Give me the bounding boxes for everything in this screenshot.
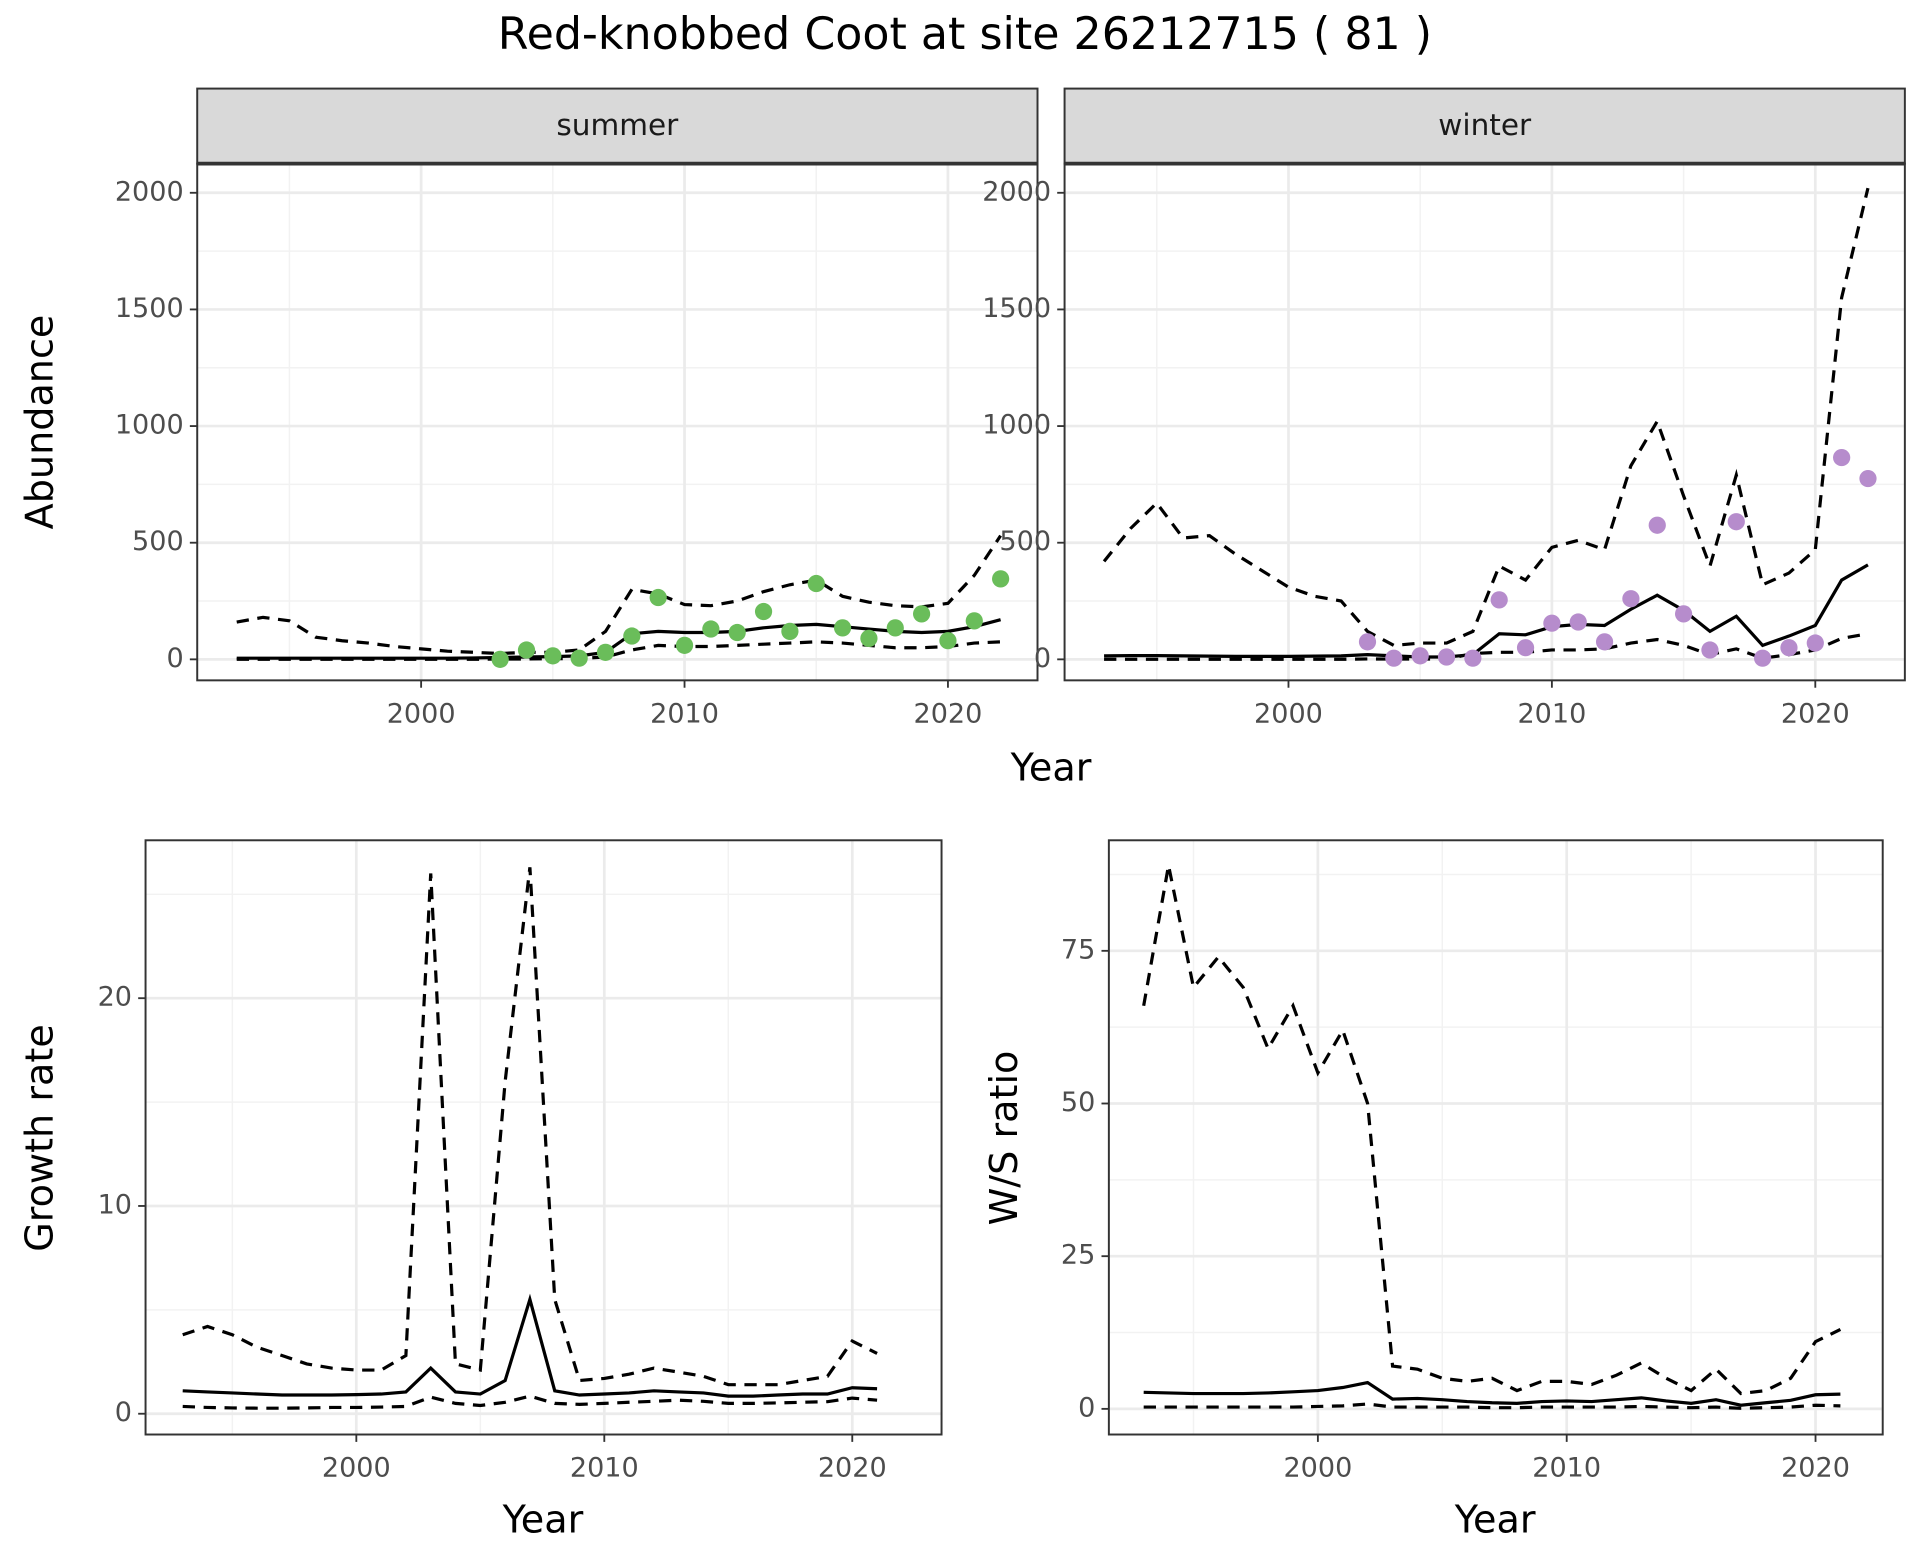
y-tick-label: 25 [1061, 1240, 1095, 1271]
x-axis-title: Year [502, 1497, 584, 1541]
y-tick-label: 0 [1034, 643, 1051, 674]
data-point [886, 619, 904, 637]
x-tick-label: 2020 [1781, 698, 1850, 729]
y-tick-label: 0 [166, 643, 183, 674]
panel-border [144, 839, 943, 1436]
data-point [491, 650, 509, 668]
x-axis-title: Year [1454, 1497, 1536, 1541]
y-axis-title: W/S ratio [982, 1051, 1026, 1226]
data-point [1727, 513, 1745, 531]
x-tick-label: 2020 [914, 698, 983, 729]
data-point [912, 605, 931, 623]
data-point [1437, 648, 1456, 666]
strip [196, 87, 1039, 165]
data-point [544, 647, 562, 665]
data-point [702, 620, 720, 638]
data-point [860, 629, 878, 647]
figure-title: Red-knobbed Coot at site 26212715 ( 81 ) [498, 9, 1432, 60]
interval-line [1104, 632, 1869, 661]
trend-line [1143, 1380, 1841, 1407]
interval-line [236, 640, 1001, 661]
panel-border [1107, 839, 1884, 1436]
data-point [1833, 448, 1851, 467]
interval-line [236, 534, 1002, 656]
x-tick-label: 2000 [1254, 698, 1323, 729]
x-axis-title: Year [1010, 746, 1092, 790]
data-point [1622, 590, 1640, 608]
data-point [728, 623, 746, 642]
interval-line [1143, 1402, 1841, 1410]
data-point [517, 641, 536, 659]
data-point [1569, 613, 1587, 631]
y-tick-label: 2000 [982, 176, 1051, 207]
data-point [939, 632, 957, 650]
y-tick-label: 10 [98, 1189, 132, 1220]
interval-line [1102, 187, 1870, 648]
interval-line [1142, 865, 1842, 1396]
data-point [1806, 634, 1824, 652]
data-point [965, 612, 983, 630]
x-tick-label: 2020 [1781, 1452, 1850, 1483]
data-point [833, 619, 852, 637]
x-tick-label: 2020 [818, 1452, 887, 1483]
data-point [1780, 639, 1798, 657]
panel-background [1108, 840, 1883, 1435]
y-axis-title: Abundance [18, 315, 62, 530]
y-tick-label: 1500 [115, 293, 184, 324]
data-point [649, 588, 667, 607]
data-point [675, 636, 694, 654]
y-tick-label: 0 [1078, 1392, 1095, 1423]
data-point [570, 649, 588, 667]
y-tick-label: 1500 [982, 293, 1051, 324]
y-tick-label: 500 [999, 526, 1051, 557]
panel-background [1064, 163, 1905, 681]
data-point [781, 622, 799, 640]
y-tick-label: 20 [98, 982, 132, 1013]
x-tick-label: 2000 [387, 698, 456, 729]
interval-line [182, 1394, 878, 1410]
data-point [1595, 633, 1614, 651]
data-point [1754, 649, 1772, 667]
x-tick-label: 2000 [1283, 1452, 1352, 1483]
data-point [1358, 633, 1377, 651]
x-tick-label: 2010 [1532, 1452, 1601, 1483]
y-tick-label: 75 [1061, 934, 1095, 965]
panel-background [145, 840, 942, 1435]
data-point [1385, 649, 1403, 667]
data-point [1859, 469, 1877, 488]
data-point [1648, 516, 1666, 534]
strip-label: summer [556, 108, 679, 142]
data-point [1516, 639, 1535, 657]
data-point [1701, 641, 1719, 659]
x-tick-label: 2010 [1517, 698, 1586, 729]
x-tick-label: 2010 [570, 1452, 639, 1483]
y-tick-label: 0 [115, 1397, 132, 1428]
strip [1063, 87, 1906, 165]
data-point [623, 627, 641, 645]
data-point [754, 602, 773, 621]
data-point [1411, 647, 1429, 665]
y-tick-label: 2000 [115, 176, 184, 207]
x-tick-label: 2000 [322, 1452, 391, 1483]
panel-background [197, 163, 1038, 681]
data-point [1674, 605, 1693, 623]
x-tick-label: 2010 [650, 698, 719, 729]
data-point [596, 643, 615, 661]
y-axis-title: Growth rate [18, 1024, 62, 1252]
trend-line [1104, 563, 1869, 659]
strip-label: winter [1438, 108, 1532, 142]
interval-line [182, 867, 878, 1387]
data-point [992, 570, 1010, 588]
trend-line [182, 1293, 878, 1398]
data-point [807, 574, 825, 593]
y-tick-label: 1000 [115, 410, 184, 441]
y-tick-label: 50 [1061, 1087, 1095, 1118]
y-tick-label: 1000 [982, 410, 1051, 441]
data-point [1490, 591, 1508, 609]
data-point [1464, 649, 1482, 667]
data-point [1543, 614, 1561, 632]
y-tick-label: 500 [132, 526, 184, 557]
